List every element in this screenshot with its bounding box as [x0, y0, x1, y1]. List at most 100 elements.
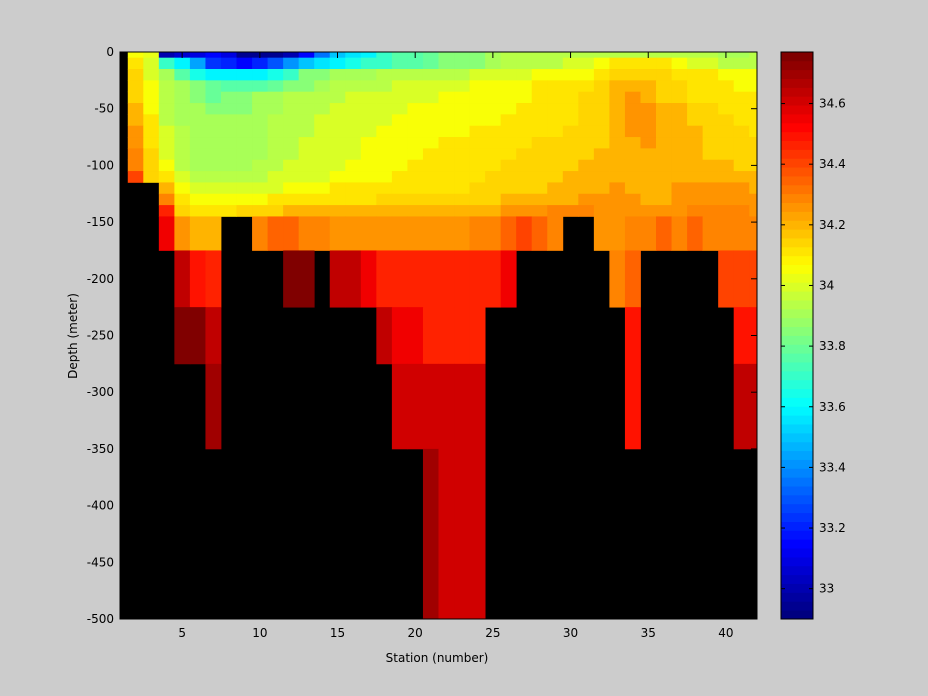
heatmap-cell [485, 125, 502, 138]
heatmap-cell [718, 148, 735, 161]
heatmap-cell [267, 216, 284, 251]
heatmap-cell [391, 57, 408, 70]
heatmap-cell [454, 91, 470, 104]
heatmap-cell [531, 182, 548, 195]
colorbar-swatch [781, 486, 813, 496]
heatmap-cell [578, 52, 595, 59]
colorbar-swatch [781, 229, 813, 239]
heatmap-cell [422, 148, 439, 161]
heatmap-cell [360, 91, 377, 104]
colorbar-swatch [781, 149, 813, 159]
heatmap-cell [718, 57, 735, 70]
heatmap-cell [283, 159, 300, 172]
heatmap-cell [609, 137, 626, 149]
heatmap-cell [640, 137, 657, 149]
heatmap-cell [189, 193, 206, 206]
heatmap-cell [407, 125, 424, 138]
heatmap-cell [640, 69, 657, 81]
heatmap-cell [283, 69, 300, 81]
heatmap-cell [531, 69, 548, 81]
heatmap-cell [345, 125, 362, 138]
heatmap-cell [624, 103, 641, 115]
heatmap-cell [158, 125, 175, 138]
heatmap-cell [516, 205, 533, 217]
heatmap-cell [656, 216, 672, 251]
heatmap-cell [252, 125, 268, 138]
heatmap-cell [220, 159, 237, 172]
heatmap-cell [485, 205, 502, 217]
heatmap-cell [609, 80, 626, 93]
colorbar-swatch [781, 105, 813, 115]
colorbar-swatch [781, 255, 813, 266]
heatmap-cell [422, 216, 439, 251]
heatmap-cell [143, 103, 160, 115]
heatmap-cell [733, 205, 750, 217]
heatmap-cell [143, 114, 160, 127]
heatmap-cell [593, 114, 610, 127]
heatmap-cell [127, 52, 144, 59]
heatmap-cell [500, 193, 517, 206]
heatmap-cell [718, 171, 735, 183]
heatmap-cell [360, 103, 377, 115]
heatmap-cell [438, 103, 455, 115]
heatmap-cell [127, 125, 144, 138]
heatmap-cell [516, 57, 533, 70]
heatmap-cell [174, 114, 191, 127]
heatmap-cell [593, 148, 610, 161]
heatmap-cell [500, 250, 517, 308]
heatmap-cell [205, 205, 222, 217]
heatmap-cell [578, 205, 595, 217]
heatmap-cell [469, 148, 486, 161]
heatmap-cell [267, 125, 284, 138]
heatmap-cell [624, 159, 641, 172]
heatmap-cell [189, 171, 206, 183]
heatmap-cell [718, 103, 735, 115]
heatmap-cell [376, 148, 393, 161]
heatmap-cell [671, 57, 688, 70]
heatmap-cell [376, 137, 393, 149]
y-tick-label: -100 [87, 158, 114, 172]
heatmap-cell [485, 171, 502, 183]
heatmap-cell [205, 80, 222, 93]
heatmap-cell [407, 103, 424, 115]
heatmap-cell [422, 171, 439, 183]
heatmap-cell [562, 91, 579, 104]
heatmap-cell [376, 57, 393, 70]
heatmap-cell [158, 69, 175, 81]
heatmap-cell [345, 171, 362, 183]
colorbar-swatch [781, 202, 813, 212]
heatmap-cell [252, 148, 268, 161]
heatmap-cell [205, 182, 222, 195]
heatmap-cell [702, 80, 719, 93]
heatmap-cell [609, 69, 626, 81]
heatmap-cell [298, 205, 315, 217]
heatmap-cell [702, 216, 719, 251]
heatmap-cell [687, 216, 704, 251]
heatmap-cell [422, 448, 439, 563]
heatmap-cell [360, 57, 377, 70]
heatmap-cell [687, 52, 704, 59]
colorbar-swatch [781, 601, 813, 611]
heatmap-cell [360, 69, 377, 81]
colorbar-swatch [781, 308, 813, 319]
heatmap-cell [562, 171, 579, 183]
heatmap-cell [656, 148, 672, 161]
heatmap-cell [407, 80, 424, 93]
heatmap-cell [314, 91, 331, 104]
colorbar-swatch [781, 583, 813, 593]
heatmap-cell [391, 182, 408, 195]
heatmap-cell [749, 182, 758, 195]
heatmap-cell [702, 114, 719, 127]
heatmap-cell [438, 171, 455, 183]
heatmap-cell [283, 125, 300, 138]
heatmap-cell [360, 159, 377, 172]
heatmap-cell [718, 193, 735, 206]
heatmap-cell [143, 80, 160, 93]
heatmap-cell [329, 91, 346, 104]
y-tick-label: -200 [87, 272, 114, 286]
colorbar-tick-label: 33.4 [819, 460, 846, 474]
heatmap-cell [562, 182, 579, 195]
heatmap-cell [531, 114, 548, 127]
heatmap-cell [220, 114, 237, 127]
heatmap-cell [391, 69, 408, 81]
